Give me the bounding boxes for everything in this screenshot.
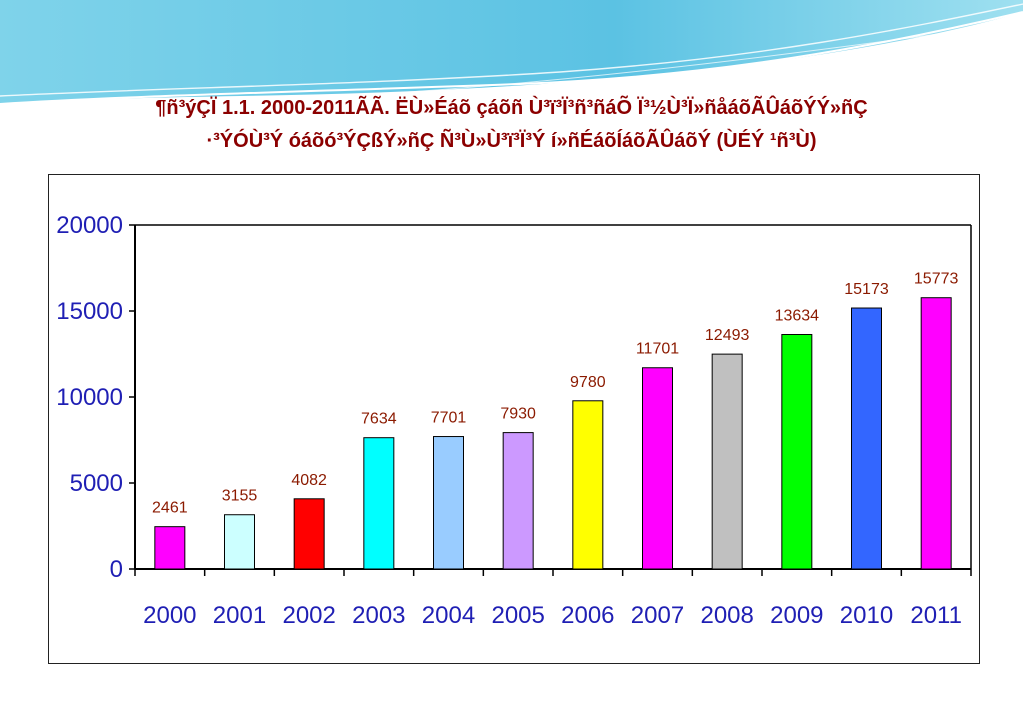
page-title-line-1: ¶ñ³ýÇÏ 1.1. 2000-2011ÃÃ. ËÙ»Éáõ çáõñ Ù³ï… [155,97,868,119]
data-label-2009: 13634 [775,307,820,324]
bar-2004 [433,436,464,570]
x-tick-label-2006: 2006 [561,602,614,629]
data-label-2011: 15773 [914,271,959,288]
x-tick-label-2001: 2001 [213,602,266,629]
data-label-2001: 3155 [222,488,258,505]
data-label-2003: 7634 [361,411,397,428]
x-tick-label-2009: 2009 [770,602,823,629]
bar-2007 [642,367,673,570]
page-title: ¶ñ³ýÇÏ 1.1. 2000-2011ÃÃ. ËÙ»Éáõ çáõñ Ù³ï… [20,92,1003,158]
data-label-2005: 7930 [500,406,536,423]
decorative-header-waves [0,0,1023,105]
y-tick-label: 10000 [56,384,123,411]
x-tick-label-2011: 2011 [910,602,962,629]
data-label-2010: 15173 [844,281,889,298]
bar-2011 [920,297,952,570]
data-label-2007: 11701 [636,341,679,358]
bar-chart: 0 5000 10000 15000 20000 2461 2000 3155 2001 4082… [56,212,972,629]
y-tick-label: 5000 [70,470,123,497]
bar-2005 [502,432,534,570]
bar-2008 [711,353,743,570]
x-tick-label-2008: 2008 [700,602,753,629]
bar-2009 [781,333,813,570]
x-tick-label-2010: 2010 [840,602,893,629]
bar-2002 [293,498,325,570]
data-label-2002: 4082 [291,472,327,489]
bar-2000 [154,526,186,570]
x-tick-label-2002: 2002 [282,602,335,629]
page-title-line-2: ·³ÝÓÙ³Ý óáõó³ÝÇßÝ»ñÇ Ñ³Ù»Ù³ï³Ï³Ý í»ñÉáõÍ… [206,130,817,152]
data-label-2006: 9780 [570,374,606,391]
y-tick-label: 15000 [56,298,123,325]
bar-2003 [363,437,395,570]
x-tick-label-2000: 2000 [143,602,196,629]
bar-2010 [851,307,882,570]
x-tick-label-2004: 2004 [422,602,475,629]
data-label-2004: 7701 [431,410,467,427]
data-label-2000: 2461 [152,500,188,517]
y-tick-label: 0 [110,556,123,583]
data-label-2008: 12493 [705,327,750,344]
x-tick-label-2003: 2003 [352,602,405,629]
chart-frame: 0 5000 10000 15000 20000 2461 2000 3155 2001 4082… [48,174,980,664]
y-tick-label: 20000 [56,212,123,239]
bar-2001 [224,514,255,570]
x-tick-label-2007: 2007 [631,602,684,629]
x-tick-label-2005: 2005 [491,602,544,629]
bar-2006 [572,400,604,570]
